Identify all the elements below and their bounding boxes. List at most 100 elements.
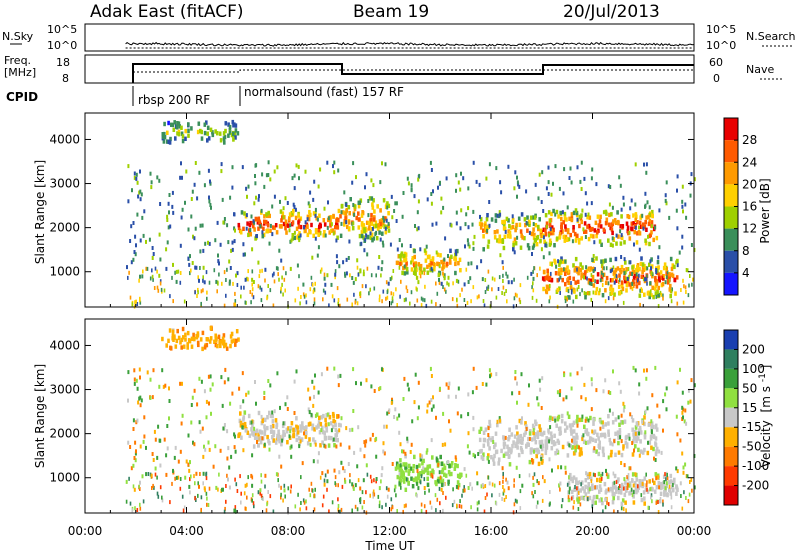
power-cell	[584, 229, 588, 234]
power-cell	[382, 221, 385, 226]
power-cell	[564, 259, 567, 264]
power-cell	[139, 197, 142, 202]
velocity-cell	[681, 405, 684, 410]
power-cell	[358, 233, 362, 239]
power-cell	[486, 228, 489, 233]
power-cell	[265, 173, 268, 178]
velocity-cell	[169, 346, 173, 351]
velocity-cell	[596, 432, 599, 437]
velocity-cell	[154, 466, 157, 471]
velocity-cell	[645, 368, 648, 373]
velocity-cell	[225, 499, 227, 504]
velocity-cell	[343, 469, 346, 473]
power-cell	[347, 226, 351, 231]
power-cell	[398, 265, 401, 270]
power-cell	[249, 228, 252, 232]
power-cell	[443, 273, 446, 278]
power-cell	[391, 296, 394, 301]
power-cell	[430, 201, 433, 206]
power-cell	[202, 248, 205, 253]
cpid-program-1: rbsp 200 RF	[138, 93, 210, 107]
velocity-cell	[669, 479, 673, 484]
power-cell	[650, 264, 654, 269]
velocity-cell	[664, 472, 666, 477]
power-cell	[646, 200, 649, 205]
power-cell	[532, 288, 535, 293]
velocity-cell	[635, 477, 639, 482]
velocity-cell	[595, 494, 599, 500]
power-cell	[303, 225, 305, 230]
velocity-cell	[318, 430, 322, 435]
velocity-cell	[328, 415, 332, 420]
velocity-cell	[477, 452, 480, 456]
power-cell	[344, 273, 347, 278]
power-cell	[647, 221, 651, 227]
power-cell	[375, 273, 377, 278]
velocity-cell	[420, 502, 423, 507]
velocity-cell	[156, 455, 159, 460]
velocity-cell	[434, 493, 437, 498]
velocity-cell	[614, 417, 618, 422]
power-cell	[622, 195, 625, 200]
velocity-cell	[326, 412, 329, 417]
power-cell	[309, 190, 312, 195]
power-cell	[286, 201, 289, 205]
velocity-cell	[353, 450, 356, 455]
velocity-cell	[253, 435, 257, 440]
power-cell	[247, 184, 250, 189]
power-cell	[291, 233, 295, 238]
y-tick-label: 2000	[49, 221, 80, 235]
power-cell	[233, 132, 237, 137]
power-cell	[213, 268, 216, 273]
power-cell	[234, 228, 236, 233]
power-cell	[662, 276, 665, 281]
velocity-cell	[634, 435, 638, 440]
power-cell	[655, 270, 658, 275]
velocity-cell	[559, 487, 561, 492]
velocity-cell	[481, 382, 484, 386]
power-cell	[454, 270, 457, 276]
velocity-cell	[322, 494, 325, 499]
power-cell	[184, 136, 187, 141]
power-cell	[428, 263, 431, 268]
power-cell	[254, 181, 257, 186]
velocity-cell	[404, 487, 408, 492]
power-cell	[439, 180, 441, 185]
power-cell	[480, 222, 483, 227]
velocity-cell	[603, 481, 607, 487]
power-cell	[580, 213, 583, 218]
velocity-cell	[203, 444, 205, 449]
power-cell	[224, 121, 228, 126]
velocity-cell	[686, 474, 689, 479]
power-cell	[561, 210, 564, 215]
velocity-cell	[561, 498, 564, 503]
velocity-cell	[375, 454, 378, 459]
power-cell	[634, 162, 637, 167]
power-cell	[666, 280, 670, 285]
velocity-cell	[180, 345, 183, 350]
power-cell	[402, 265, 405, 271]
velocity-cell	[647, 440, 649, 445]
velocity-cell	[491, 493, 493, 498]
power-cell	[304, 228, 307, 233]
power-cell	[618, 280, 620, 284]
power-cell	[175, 125, 179, 130]
velocity-cell	[563, 373, 566, 378]
power-cell	[514, 227, 517, 233]
power-cell	[380, 273, 382, 278]
velocity-cell	[280, 495, 282, 500]
velocity-cell	[337, 422, 341, 428]
velocity-cell	[299, 507, 301, 512]
velocity-cell	[575, 477, 578, 482]
power-cell	[337, 298, 340, 302]
power-cell	[346, 297, 349, 302]
power-cell	[548, 251, 551, 256]
power-cell	[234, 302, 236, 307]
velocity-cell	[547, 430, 550, 435]
velocity-cell	[139, 395, 142, 400]
power-cell	[194, 226, 197, 231]
power-cell	[596, 272, 600, 277]
velocity-cell	[187, 338, 191, 343]
velocity-cell	[541, 432, 544, 437]
power-cell	[524, 222, 527, 228]
